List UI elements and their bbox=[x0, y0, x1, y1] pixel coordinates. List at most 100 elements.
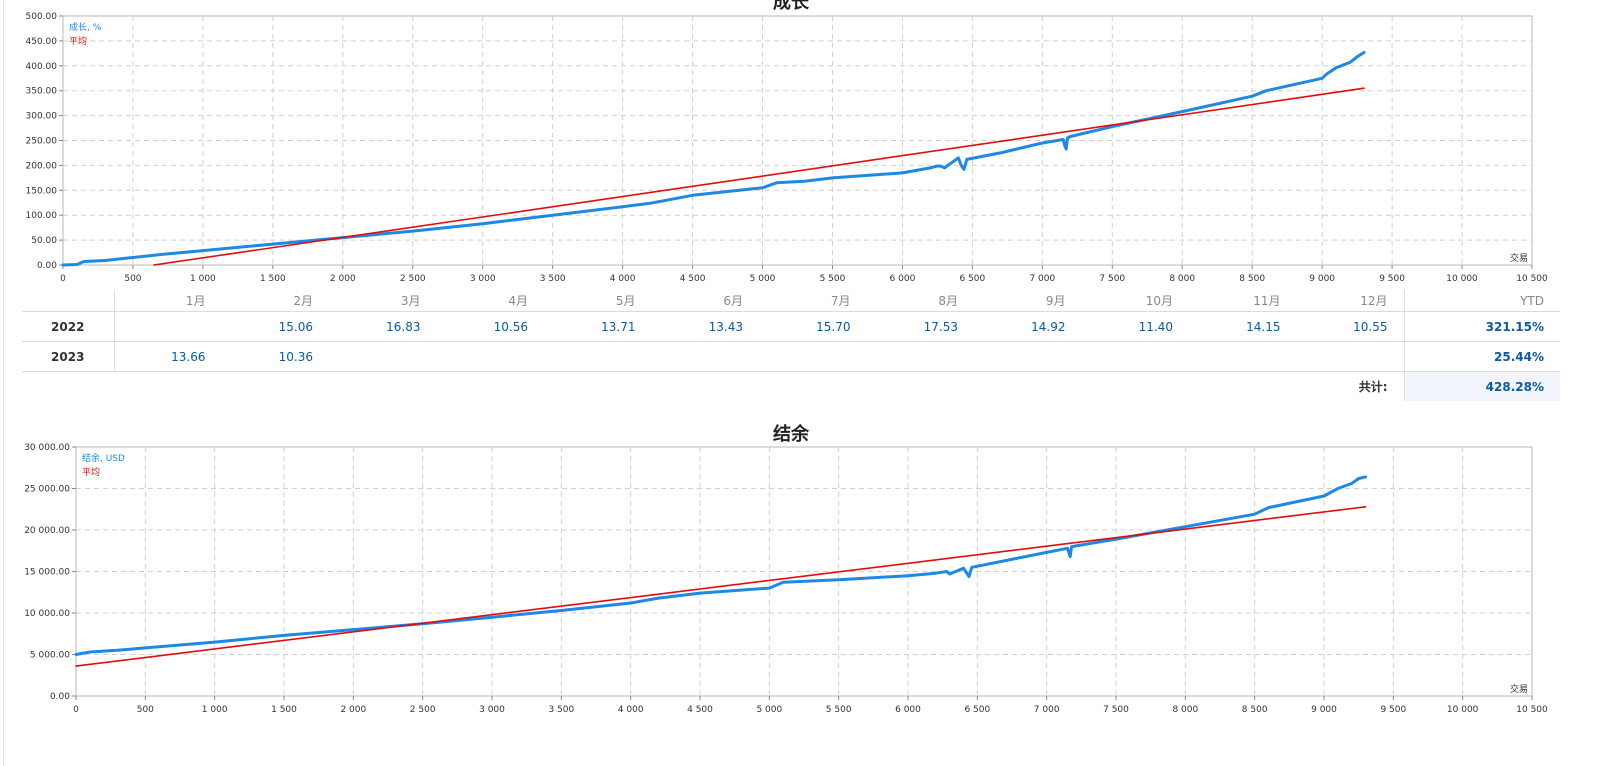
y-tick-label: 350.00 bbox=[26, 87, 58, 97]
x-tick-label: 9 000 bbox=[1309, 274, 1335, 284]
x-tick-label: 9 500 bbox=[1380, 705, 1406, 715]
month-value-link[interactable] bbox=[329, 341, 437, 372]
y-tick-label: 20 000.00 bbox=[24, 526, 70, 536]
year-cell: 2023 bbox=[22, 341, 115, 372]
month-value-link[interactable]: 15.06 bbox=[221, 311, 329, 342]
x-tick-label: 5 500 bbox=[820, 274, 846, 284]
month-value-link[interactable]: 10.55 bbox=[1296, 311, 1404, 342]
month-value-link[interactable] bbox=[866, 341, 974, 372]
month-value-link[interactable]: 10.56 bbox=[436, 311, 544, 342]
ytd-header: YTD bbox=[1403, 290, 1560, 312]
x-tick-label: 5 000 bbox=[756, 705, 782, 715]
balance-chart-title: 结余 bbox=[773, 424, 809, 445]
month-header: 3月 bbox=[329, 290, 437, 312]
month-value-link[interactable]: 17.53 bbox=[866, 311, 974, 342]
legend-series-label: 成长, % bbox=[69, 21, 102, 33]
month-value-link[interactable]: 15.70 bbox=[759, 311, 867, 342]
x-tick-label: 3 000 bbox=[479, 705, 505, 715]
month-header: 10月 bbox=[1081, 290, 1189, 312]
x-tick-label: 10 000 bbox=[1447, 705, 1479, 715]
x-tick-label: 500 bbox=[137, 705, 154, 715]
x-tick-label: 7 500 bbox=[1099, 274, 1125, 284]
x-tick-label: 10 000 bbox=[1446, 274, 1478, 284]
month-value-link[interactable]: 16.83 bbox=[329, 311, 437, 342]
month-value-link[interactable] bbox=[974, 341, 1082, 372]
growth-chart: 0 500 1 000 1 500 2 000 2 500 3 000 3 500 4 000 4… bbox=[26, 12, 1549, 284]
x-tick-label: 10 500 bbox=[1516, 705, 1548, 715]
series-line-main bbox=[74, 475, 1368, 656]
x-tick-label: 8 000 bbox=[1172, 705, 1198, 715]
monthly-performance-table: 1月 2月 3月 4月 5月 6月 7月 8月 9月 10月 11月 12月 Y… bbox=[22, 290, 1560, 401]
month-value-link[interactable]: 13.43 bbox=[651, 311, 759, 342]
balance-chart: 0 500 1 000 1 500 2 000 2 500 3 000 3 500 4 000 4… bbox=[24, 443, 1548, 715]
x-tick-label: 6 500 bbox=[959, 274, 985, 284]
month-header: 7月 bbox=[759, 290, 867, 312]
month-header: 8月 bbox=[866, 290, 974, 312]
x-tick-label: 6 000 bbox=[890, 274, 916, 284]
year-cell: 2022 bbox=[22, 311, 115, 342]
month-value-link[interactable]: 14.15 bbox=[1189, 311, 1297, 342]
month-header: 5月 bbox=[544, 290, 652, 312]
series-line-average bbox=[75, 506, 1367, 667]
x-tick-label: 1 500 bbox=[271, 705, 297, 715]
x-tick-label: 8 500 bbox=[1242, 705, 1268, 715]
month-value-link[interactable]: 14.92 bbox=[974, 311, 1082, 342]
y-tick-label: 300.00 bbox=[26, 112, 58, 122]
month-value-link[interactable]: 10.36 bbox=[221, 341, 329, 372]
month-value-link[interactable]: 13.71 bbox=[544, 311, 652, 342]
x-tick-label: 4 500 bbox=[680, 274, 706, 284]
y-tick-label: 200.00 bbox=[26, 161, 58, 171]
x-tick-label: 2 500 bbox=[410, 705, 436, 715]
x-tick-label: 6 500 bbox=[964, 705, 990, 715]
y-tick-label: 450.00 bbox=[26, 37, 58, 47]
year-column-header bbox=[22, 290, 115, 312]
x-tick-label: 3 000 bbox=[470, 274, 496, 284]
y-tick-label: 150.00 bbox=[26, 186, 58, 196]
month-value-link[interactable] bbox=[1081, 341, 1189, 372]
x-tick-label: 1 000 bbox=[202, 705, 228, 715]
plot-area bbox=[75, 446, 1533, 697]
y-tick-label: 15 000.00 bbox=[24, 568, 70, 578]
month-value-link[interactable] bbox=[436, 341, 544, 372]
month-value-link[interactable] bbox=[114, 311, 222, 342]
x-tick-label: 9 500 bbox=[1379, 274, 1405, 284]
ytd-value: 25.44% bbox=[1403, 341, 1560, 372]
x-tick-label: 1 000 bbox=[190, 274, 216, 284]
month-header: 2月 bbox=[221, 290, 329, 312]
month-value-link[interactable] bbox=[1296, 341, 1404, 372]
y-tick-label: 25 000.00 bbox=[24, 485, 70, 495]
month-value-link[interactable] bbox=[544, 341, 652, 372]
x-tick-label: 9 000 bbox=[1311, 705, 1337, 715]
month-header: 1月 bbox=[114, 290, 222, 312]
month-value-link[interactable]: 11.40 bbox=[1081, 311, 1189, 342]
x-tick-label: 4 000 bbox=[618, 705, 644, 715]
y-tick-label: 5 000.00 bbox=[30, 651, 70, 661]
ytd-value: 321.15% bbox=[1403, 311, 1560, 342]
x-tick-label: 0 bbox=[60, 274, 66, 284]
x-tick-label: 2 000 bbox=[330, 274, 356, 284]
month-value-link[interactable] bbox=[651, 341, 759, 372]
month-value-link[interactable] bbox=[1189, 341, 1297, 372]
x-tick-label: 5 500 bbox=[826, 705, 852, 715]
legend-series-label: 结余, USD bbox=[82, 452, 125, 464]
month-value-link[interactable]: 13.66 bbox=[114, 341, 222, 372]
x-tick-label: 4 000 bbox=[610, 274, 636, 284]
x-tick-label: 7 000 bbox=[1034, 705, 1060, 715]
series-line-main bbox=[61, 50, 1366, 267]
x-tick-label: 2 500 bbox=[400, 274, 426, 284]
table-header-row: 1月 2月 3月 4月 5月 6月 7月 8月 9月 10月 11月 12月 Y… bbox=[22, 290, 1560, 312]
y-tick-label: 250.00 bbox=[26, 137, 58, 147]
series-line-average bbox=[153, 87, 1365, 266]
y-tick-label: 400.00 bbox=[26, 62, 58, 72]
x-tick-label: 3 500 bbox=[540, 274, 566, 284]
month-value-link[interactable] bbox=[759, 341, 867, 372]
x-tick-label: 8 500 bbox=[1239, 274, 1265, 284]
x-tick-label: 500 bbox=[124, 274, 141, 284]
x-tick-label: 4 500 bbox=[687, 705, 713, 715]
growth-chart-title: 成长 bbox=[773, 0, 809, 13]
left-divider bbox=[3, 0, 4, 766]
x-tick-label: 0 bbox=[73, 705, 79, 715]
y-tick-label: 50.00 bbox=[31, 236, 57, 246]
x-tick-label: 6 000 bbox=[895, 705, 921, 715]
month-header: 11月 bbox=[1189, 290, 1297, 312]
